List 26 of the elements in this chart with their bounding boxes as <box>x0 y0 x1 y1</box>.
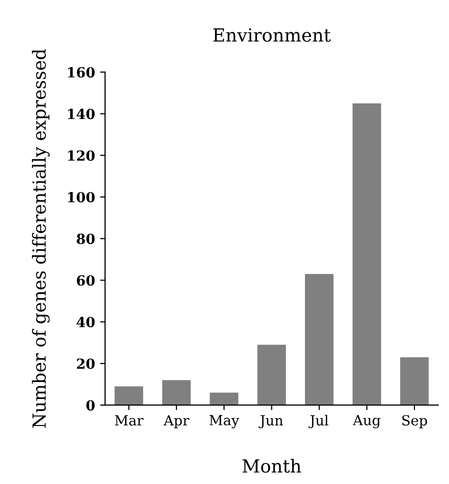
x-tick-label: Sep <box>402 415 428 428</box>
y-tick-label: 100 <box>68 192 95 202</box>
bar <box>114 386 144 406</box>
y-tick-label: 60 <box>76 275 95 286</box>
y-tick-label: 160 <box>68 67 95 78</box>
bar <box>352 103 382 406</box>
bar <box>210 392 238 406</box>
bar <box>257 344 286 406</box>
y-tick-label: 0 <box>86 400 95 411</box>
x-tick-label: Jul <box>308 414 328 428</box>
chart-title: Environment <box>213 28 331 42</box>
bar <box>162 380 191 406</box>
x-axis-title: Month <box>242 458 302 473</box>
x-tick-label: Apr <box>164 415 190 428</box>
y-tick-label: 40 <box>76 316 95 328</box>
x-tick-label: Jun <box>258 415 283 428</box>
y-tick-label: 140 <box>68 108 95 120</box>
y-tick-label: 80 <box>76 234 95 244</box>
y-axis-title: Number of genes differentially expressed <box>32 49 50 428</box>
y-tick-label: 20 <box>76 358 95 369</box>
x-tick-label: Mar <box>114 415 144 426</box>
x-tick-label: May <box>210 415 240 428</box>
bar <box>304 274 334 406</box>
bar <box>400 357 429 406</box>
y-tick-label: 120 <box>68 150 95 161</box>
x-tick-label: Aug <box>352 415 380 428</box>
